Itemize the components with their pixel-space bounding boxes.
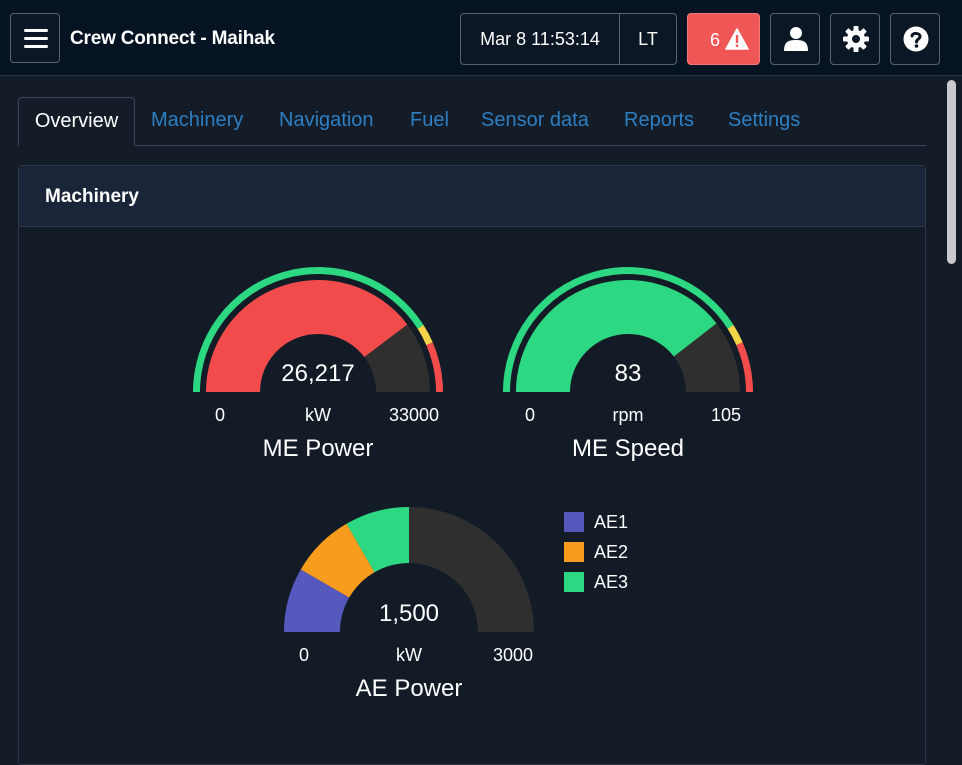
gauge-zone-alarm: [736, 342, 753, 392]
me-speed-min: 0: [524, 405, 535, 425]
me-speed-gauge: [498, 262, 758, 394]
legend-item-ae1[interactable]: AE1: [564, 511, 684, 533]
warning-icon: [725, 28, 749, 50]
ae-power-value: 1,500: [378, 600, 440, 627]
legend-swatch: [564, 572, 584, 592]
gauge-segment-ae3: [346, 507, 409, 573]
gauge-segment-ae2: [300, 523, 375, 598]
me-power-unit: kW: [305, 405, 331, 425]
scrollbar-thumb[interactable]: [947, 80, 956, 264]
me-power-gauge: [188, 262, 448, 394]
me-speed-unit: rpm: [612, 405, 644, 425]
help-icon: [903, 26, 929, 52]
gauge-value-fill: [206, 279, 408, 392]
tab-navigation[interactable]: Navigation: [279, 109, 374, 131]
legend-swatch: [564, 542, 584, 562]
tab-sensor-data[interactable]: Sensor data: [481, 109, 589, 131]
legend-label: AE2: [594, 542, 629, 562]
tab-bar: Overview Machinery Navigation Fuel Senso…: [18, 97, 926, 146]
me-power-value: 26,217: [281, 360, 355, 387]
me-power-min: 0: [214, 405, 225, 425]
tab-overview[interactable]: Overview: [18, 97, 135, 146]
card-header: Machinery: [19, 166, 925, 227]
alarm-count: 6: [710, 30, 721, 50]
top-bar: Crew Connect - Maihak Mar 8 11:53:14 LT …: [0, 0, 962, 76]
user-button[interactable]: [770, 13, 820, 65]
ae-power-min: 0: [298, 645, 309, 665]
ae-power-title: AE Power: [355, 675, 463, 702]
menu-icon: [24, 29, 48, 32]
legend-swatch: [564, 512, 584, 532]
tab-reports[interactable]: Reports: [624, 109, 695, 131]
app-title: Crew Connect - Maihak: [70, 28, 275, 49]
legend-label: AE3: [594, 572, 629, 592]
tab-fuel[interactable]: Fuel: [410, 109, 449, 131]
legend-item-ae2[interactable]: AE2: [564, 541, 684, 563]
me-power-max: 33000: [388, 405, 440, 425]
gauge-segment-ae1: [284, 569, 350, 632]
menu-button[interactable]: [10, 13, 60, 63]
scrollbar[interactable]: [943, 76, 962, 746]
gauge-zone-warning: [417, 325, 433, 346]
user-icon: [784, 27, 808, 51]
tab-settings[interactable]: Settings: [728, 109, 801, 131]
gear-icon: [843, 26, 869, 52]
menu-icon-bar: [24, 45, 48, 48]
gauge-zone-warning: [727, 325, 743, 346]
help-button[interactable]: [890, 13, 940, 65]
timezone-toggle[interactable]: LT: [638, 29, 658, 49]
alarm-button[interactable]: 6: [687, 13, 760, 65]
legend-label: AE1: [594, 512, 629, 532]
settings-button[interactable]: [830, 13, 880, 65]
gauge-zone-alarm: [426, 342, 443, 392]
clock-display: Mar 8 11:53:14 LT: [460, 13, 677, 65]
ae-power-max: 3000: [492, 645, 534, 665]
legend-item-ae3[interactable]: AE3: [564, 571, 684, 593]
me-speed-title: ME Speed: [571, 435, 685, 462]
ae-power-unit: kW: [396, 645, 422, 665]
gauge-value-fill: [516, 280, 717, 392]
tab-machinery[interactable]: Machinery: [151, 109, 244, 131]
me-power-title: ME Power: [262, 435, 374, 462]
me-speed-value: 83: [614, 360, 642, 387]
clock-time: Mar 8 11:53:14: [461, 14, 620, 64]
card-title: Machinery: [45, 186, 139, 207]
ae-power-gauge: [279, 502, 539, 634]
me-speed-max: 105: [710, 405, 742, 425]
machinery-card: Machinery: [18, 165, 926, 765]
menu-icon-bar: [24, 37, 48, 40]
